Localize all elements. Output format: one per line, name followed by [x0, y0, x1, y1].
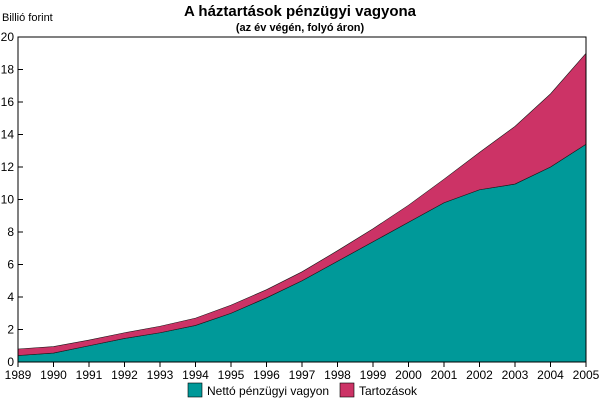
x-tick-label: 2003	[502, 368, 529, 382]
x-tick-label: 2000	[395, 368, 422, 382]
x-tick-label: 1995	[218, 368, 245, 382]
x-axis: 1989 1990 1991 1992 1993 1994 1995 1996 1997 1998…	[5, 362, 600, 382]
y-tick-label: 6	[7, 258, 14, 272]
x-tick-label: 2004	[537, 368, 564, 382]
x-tick-label: 1996	[253, 368, 280, 382]
series-areas	[17, 52, 587, 363]
y-tick-label: 12	[1, 160, 15, 174]
x-tick-label: 1997	[289, 368, 316, 382]
y-tick-label: 4	[7, 290, 14, 304]
x-tick-label: 1993	[147, 368, 174, 382]
y-tick-label: 2	[7, 323, 14, 337]
x-tick-label: 1990	[40, 368, 67, 382]
chart-title: A háztartások pénzügyi vagyona	[184, 3, 417, 20]
y-axis-label: Billió forint	[2, 12, 53, 24]
x-tick-label: 1991	[76, 368, 103, 382]
legend-label-tartozasok: Tartozások	[359, 384, 418, 398]
x-tick-label: 2002	[466, 368, 493, 382]
x-tick-label: 1999	[360, 368, 387, 382]
legend-label-netto: Nettó pénzügyi vagyon	[207, 384, 329, 398]
x-tick-label: 1989	[5, 368, 32, 382]
x-tick-label: 1994	[182, 368, 209, 382]
legend: Nettó pénzügyi vagyon Tartozások	[187, 382, 418, 398]
x-tick-label: 1992	[111, 368, 138, 382]
y-tick-label: 0	[7, 355, 14, 369]
y-tick-label: 18	[1, 63, 15, 77]
x-tick-label: 2005	[573, 368, 600, 382]
y-tick-label: 10	[1, 193, 15, 207]
y-tick-label: 8	[7, 225, 14, 239]
x-tick-label: 2001	[431, 368, 458, 382]
legend-swatch-tartozasok	[339, 382, 355, 398]
y-tick-label: 16	[1, 95, 15, 109]
legend-swatch-netto	[187, 382, 203, 398]
chart-subtitle: (az év végén, folyó áron)	[236, 22, 365, 34]
y-tick-label: 20	[1, 30, 15, 44]
y-axis: 0 2 4 6 8 10 12 14 16 18 20	[1, 30, 23, 369]
x-tick-label: 1998	[324, 368, 351, 382]
y-tick-label: 14	[1, 128, 15, 142]
